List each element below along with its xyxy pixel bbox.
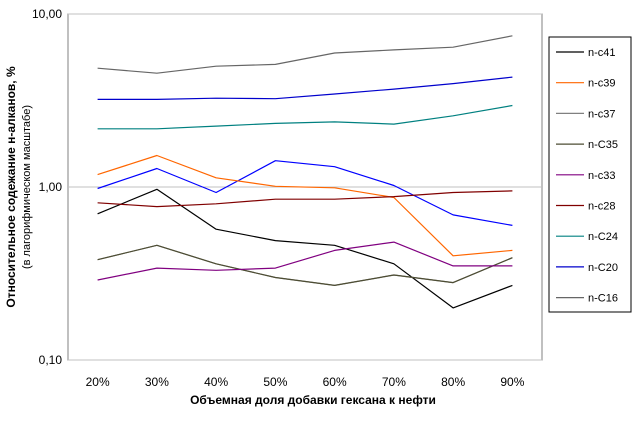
x-tick-label: 70% bbox=[382, 375, 406, 389]
legend-label: n-C16 bbox=[588, 293, 618, 305]
series-line-n-c28 bbox=[97, 190, 513, 208]
series-line-n-c24 bbox=[97, 104, 513, 130]
legend-label: n-c33 bbox=[588, 170, 616, 182]
series-line-n-c35 bbox=[97, 244, 513, 286]
series-line-n-c39 bbox=[97, 154, 513, 257]
y-tick-labels: 0,10 1,00 10,00 bbox=[32, 7, 62, 367]
x-tick-label: 20% bbox=[86, 375, 110, 389]
legend-label: n-C24 bbox=[588, 231, 618, 243]
x-tick-label: 50% bbox=[263, 375, 287, 389]
y-axis-title: Относительное содежание н-алканов, % bbox=[4, 66, 18, 308]
legend-label: n-C35 bbox=[588, 139, 618, 151]
legend-label: n-C20 bbox=[588, 262, 618, 274]
legend-label: n-c37 bbox=[588, 108, 616, 120]
legend-label: n-c28 bbox=[588, 201, 616, 213]
series-line-n-c20 bbox=[97, 76, 513, 101]
x-tick-label: 90% bbox=[500, 375, 524, 389]
x-tick-label: 80% bbox=[441, 375, 465, 389]
series-lines bbox=[97, 35, 513, 309]
x-axis-title: Объемная доля добавки гексана к нефти bbox=[190, 393, 436, 407]
y-tick-label: 10,00 bbox=[32, 7, 62, 21]
y-tick-label: 1,00 bbox=[39, 180, 63, 194]
legend: n-c41 n-c39 n-c37 n-C35 n-c33 n-c28 n-C24 n-C20… bbox=[548, 36, 632, 313]
series-line-n-c16 bbox=[97, 35, 513, 74]
x-tick-label: 40% bbox=[204, 375, 228, 389]
x-tick-labels: 20% 30% 40% 50% 60% 70% 80% 90% bbox=[86, 375, 525, 389]
x-tick-label: 60% bbox=[323, 375, 347, 389]
series-line-extra bbox=[97, 160, 513, 226]
legend-label: n-c41 bbox=[588, 47, 616, 59]
x-tick-label: 30% bbox=[145, 375, 169, 389]
y-tick-label: 0,10 bbox=[39, 353, 63, 367]
series-line-n-c33 bbox=[97, 241, 513, 281]
y-axis-subtitle: (в лагорифмическом масштабе) bbox=[21, 105, 33, 269]
legend-label: n-c39 bbox=[588, 78, 616, 90]
series-line-n-c41 bbox=[97, 188, 513, 309]
